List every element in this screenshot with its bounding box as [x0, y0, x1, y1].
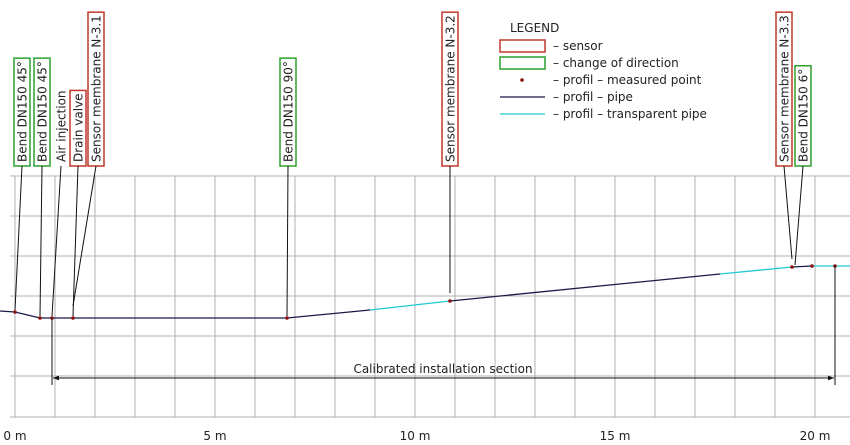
label-text: Bend DN150 45° [16, 61, 30, 162]
label: Bend DN150 6° [794, 65, 812, 266]
label-text: Sensor membrane N-3.3 [778, 15, 792, 162]
leader-line [286, 165, 289, 317]
label: Air injection [51, 90, 69, 317]
label-text: Bend DN150 6° [797, 69, 811, 162]
leader-line [794, 165, 804, 266]
axis-label: 15 m [600, 429, 631, 443]
legend-swatch [520, 78, 524, 82]
measured-point [38, 316, 42, 320]
axis-label: 10 m [400, 429, 431, 443]
leader-line [72, 165, 97, 307]
legend-swatch [499, 39, 546, 53]
leader-line [51, 165, 62, 317]
label-text: Bend DN150 90° [282, 61, 296, 162]
labels: Bend DN150 45° Bend DN150 45° Air injectio… [13, 11, 812, 317]
grid [10, 175, 850, 418]
legend-swatch [499, 56, 546, 70]
legend-item: – profil – measured point [553, 73, 702, 87]
axis-label: 5 m [203, 429, 226, 443]
axis-label: 20 m [800, 429, 831, 443]
measured-point [810, 264, 814, 268]
label: Sensor membrane N-3.2 [441, 11, 459, 293]
legend: LEGEND – sensor – change of direction – … [499, 21, 707, 121]
legend-item: – profil – transparent pipe [553, 107, 707, 121]
label: Sensor membrane N-3.1 [72, 11, 105, 307]
measured-point [13, 310, 17, 314]
label: Sensor membrane N-3.3 [775, 11, 793, 260]
label-text: Drain valve [72, 93, 86, 162]
measured-point [71, 316, 75, 320]
pipe [0, 264, 850, 320]
label-text: Sensor membrane N-3.1 [90, 15, 104, 162]
pipe-segment [791, 265, 813, 268]
axis-label: 0 m [3, 429, 26, 443]
label: Bend DN150 45° [13, 57, 31, 311]
measured-point [790, 265, 794, 269]
annotation: Calibrated installation section [353, 362, 532, 376]
leader-line [39, 165, 43, 317]
legend-item: – sensor [553, 39, 603, 53]
dimension: Calibrated installation section [51, 266, 836, 385]
label: Bend DN150 45° [33, 57, 51, 317]
transparent-pipe [719, 266, 793, 275]
label-text: Air injection [55, 90, 69, 162]
label: Bend DN150 90° [279, 57, 297, 317]
legend-item: – change of direction [553, 56, 679, 70]
leader-line [783, 165, 793, 260]
x-axis: 0 m 5 m 10 m 15 m 20 m [3, 429, 830, 443]
measured-point [448, 299, 452, 303]
leader-line [14, 165, 23, 311]
label: Drain valve [69, 89, 87, 317]
leader-line [72, 165, 79, 317]
legend-item: – profil – pipe [553, 90, 633, 104]
legend-title: LEGEND [510, 21, 559, 35]
measured-point [285, 316, 289, 320]
pipe-segment [449, 273, 721, 302]
transparent-pipe [369, 300, 451, 311]
label-text: Sensor membrane N-3.2 [444, 15, 458, 162]
label-text: Bend DN150 45° [36, 61, 50, 162]
